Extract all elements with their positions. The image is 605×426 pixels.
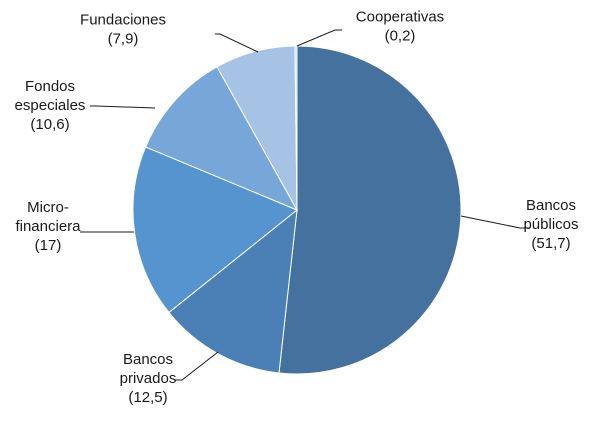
data-label-line: (7,9) bbox=[108, 31, 139, 48]
leader-line-bancos-privados bbox=[175, 351, 219, 381]
data-label-line: públicos bbox=[523, 216, 578, 233]
data-label-fundaciones: Fundaciones (7,9) bbox=[80, 12, 166, 48]
pie-slice-bancos-privados bbox=[168, 208, 298, 374]
data-label-line: Bancos bbox=[123, 351, 173, 368]
data-label-line: Micro- bbox=[27, 199, 69, 216]
leader-line-fundaciones bbox=[215, 33, 259, 53]
pie-slice-bancos-publicos bbox=[278, 45, 462, 375]
data-label-fondos-especiales: Fondos especiales (10,6) bbox=[15, 78, 86, 133]
data-label-line: Fondos bbox=[25, 78, 75, 95]
leader-line-cooperativas bbox=[296, 29, 342, 47]
data-label-micro-financiera: Micro-financiera (17) bbox=[15, 199, 81, 254]
data-label-line: privados bbox=[120, 370, 177, 387]
pie-slice-cooperativas bbox=[294, 45, 298, 211]
data-label-cooperativas: Cooperativas (0,2) bbox=[356, 9, 444, 45]
data-label-line: especiales bbox=[15, 97, 86, 114]
data-label-line: (12,5) bbox=[128, 389, 167, 406]
data-label-bancos-privados: Bancos privados (12,5) bbox=[120, 351, 177, 406]
data-label-line: (17) bbox=[35, 237, 62, 254]
pie-slice-micro-financiera bbox=[132, 146, 298, 314]
data-label-line: Fundaciones bbox=[80, 12, 166, 29]
data-label-line: financiera bbox=[15, 218, 81, 235]
data-label-line: (10,6) bbox=[30, 116, 69, 133]
leader-line-bancos-publicos bbox=[460, 215, 530, 229]
slice-labels: Bancos públicos (51,7) Bancos privados (12,5)… bbox=[15, 9, 579, 407]
data-label-line: Bancos bbox=[526, 197, 576, 214]
leader-lines bbox=[80, 29, 530, 381]
leader-line-fondos-especiales bbox=[90, 105, 156, 109]
pie-slice-fondos-especiales bbox=[144, 66, 299, 212]
pie-slices bbox=[132, 45, 462, 375]
data-label-line: (51,7) bbox=[531, 235, 570, 252]
data-label-line: (0,2) bbox=[385, 28, 416, 45]
data-label-line: Cooperativas bbox=[356, 9, 444, 26]
data-label-bancos-publicos: Bancos públicos (51,7) bbox=[523, 197, 578, 252]
